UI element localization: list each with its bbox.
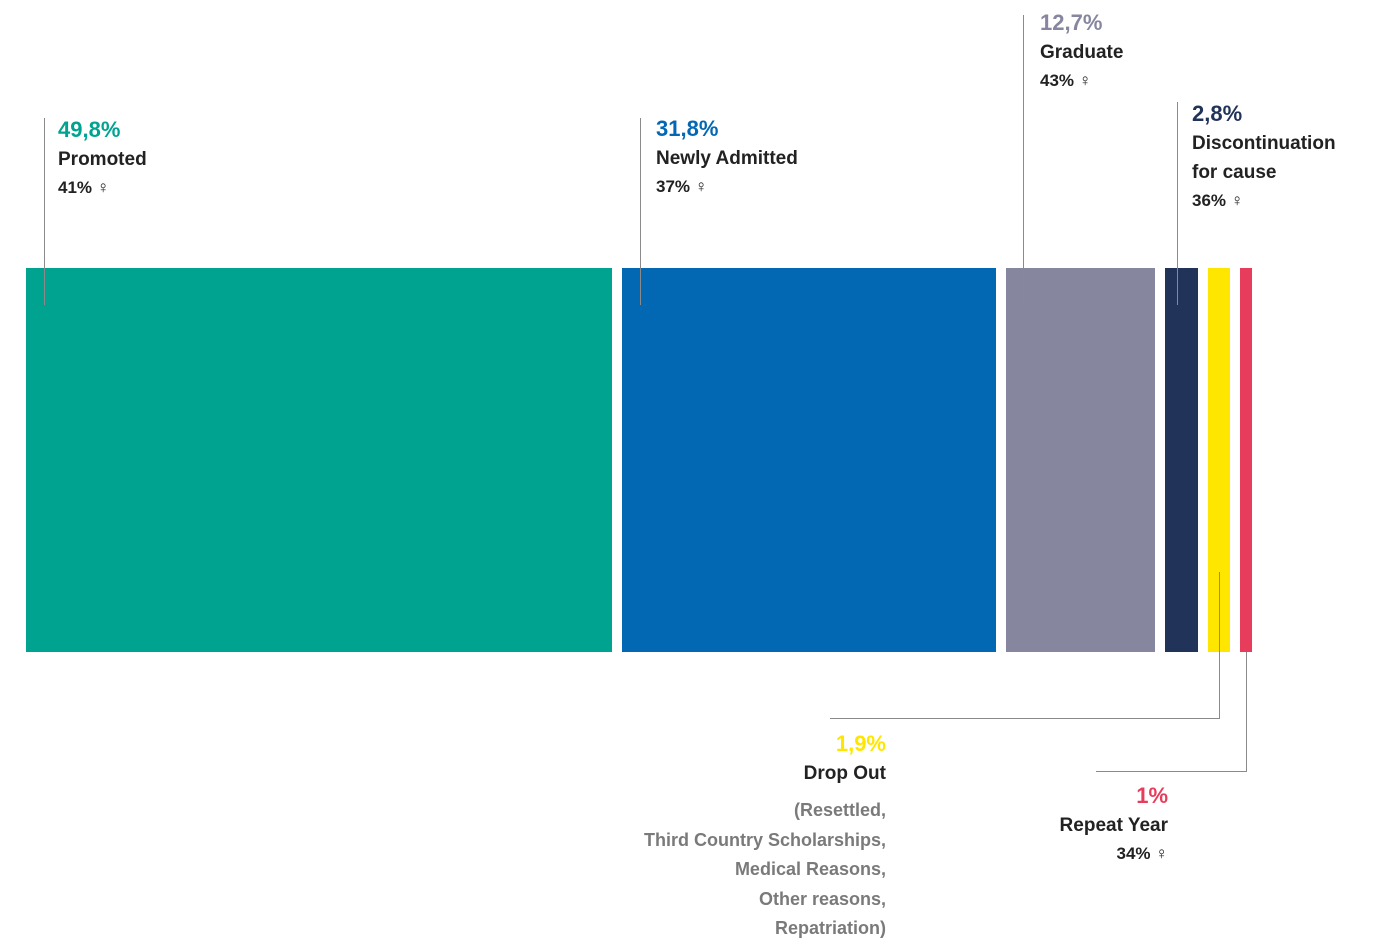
female-symbol-icon: ♀ [1155,844,1168,863]
drop-out-note-line-1: (Resettled, [793,800,886,820]
female-share-value: 37% [656,177,691,196]
female-symbol-icon: ♀ [1230,191,1244,210]
leader-line-drop-out-horizontal [830,718,1220,719]
leader-line-newly-admitted [640,118,641,305]
female-share-discontinuation: 36% ♀ [1192,187,1336,215]
label-drop-out: 1,9% Drop Out (Resettled, Third Country … [644,729,886,942]
drop-out-note-line-2: Third Country Scholarships, [643,829,886,850]
female-symbol-icon: ♀ [96,178,110,197]
bar-drop-out [1208,268,1230,652]
percent-label-discontinuation: 2,8% [1192,101,1243,126]
female-share-value: 36% [1192,191,1227,210]
category-name-newly-admitted: Newly Admitted [656,148,798,169]
female-share-repeat-year: 34% ♀ [1060,840,1168,868]
female-symbol-icon: ♀ [1078,71,1092,90]
bar-discontinuation [1165,268,1198,652]
category-name-drop-out: Drop Out [803,763,886,784]
label-newly-admitted: 31,8% Newly Admitted 37% ♀ [656,114,798,201]
label-discontinuation: 2,8% Discontinuation for cause 36% ♀ [1192,99,1336,215]
leader-line-promoted [44,118,45,305]
drop-out-note-line-3: Medical Reasons, [734,859,886,879]
bar-promoted [26,268,612,652]
category-name-graduate: Graduate [1040,42,1124,63]
category-name-repeat-year: Repeat Year [1059,815,1168,836]
female-share-value: 43% [1040,71,1075,90]
female-share-graduate: 43% ♀ [1040,67,1123,95]
label-graduate: 12,7% Graduate 43% ♀ [1040,8,1123,95]
leader-line-graduate [1023,15,1024,305]
category-name-discontinuation-line-1: Discontinuation [1192,133,1336,154]
percent-label-graduate: 12,7% [1040,10,1103,35]
leader-line-drop-out-vertical [1219,572,1220,719]
female-symbol-icon: ♀ [694,177,708,196]
leader-line-discontinuation [1177,102,1178,305]
category-name-promoted: Promoted [58,149,147,170]
bar-graduate [1006,268,1155,652]
percent-label-drop-out: 1,9% [835,731,886,756]
bar-newly-admitted [622,268,996,652]
label-repeat-year: 1% Repeat Year 34% ♀ [1060,781,1168,868]
drop-out-note-line-4: Other reasons, [758,888,886,909]
female-share-promoted: 41% ♀ [58,174,147,202]
female-share-value: 34% [1116,844,1151,863]
female-share-newly-admitted: 37% ♀ [656,173,798,201]
label-promoted: 49,8% Promoted 41% ♀ [58,115,147,202]
percent-label-repeat-year: 1% [1136,783,1168,808]
female-share-value: 41% [58,178,93,197]
drop-out-note-line-5: Repatriation) [774,918,886,938]
leader-line-repeat-year-horizontal [1096,771,1247,772]
percent-label-newly-admitted: 31,8% [656,116,719,141]
percent-label-promoted: 49,8% [58,117,121,142]
category-name-discontinuation-line-2: for cause [1192,162,1277,183]
leader-line-repeat-year-vertical [1246,652,1247,772]
bar-repeat-year [1240,268,1252,652]
